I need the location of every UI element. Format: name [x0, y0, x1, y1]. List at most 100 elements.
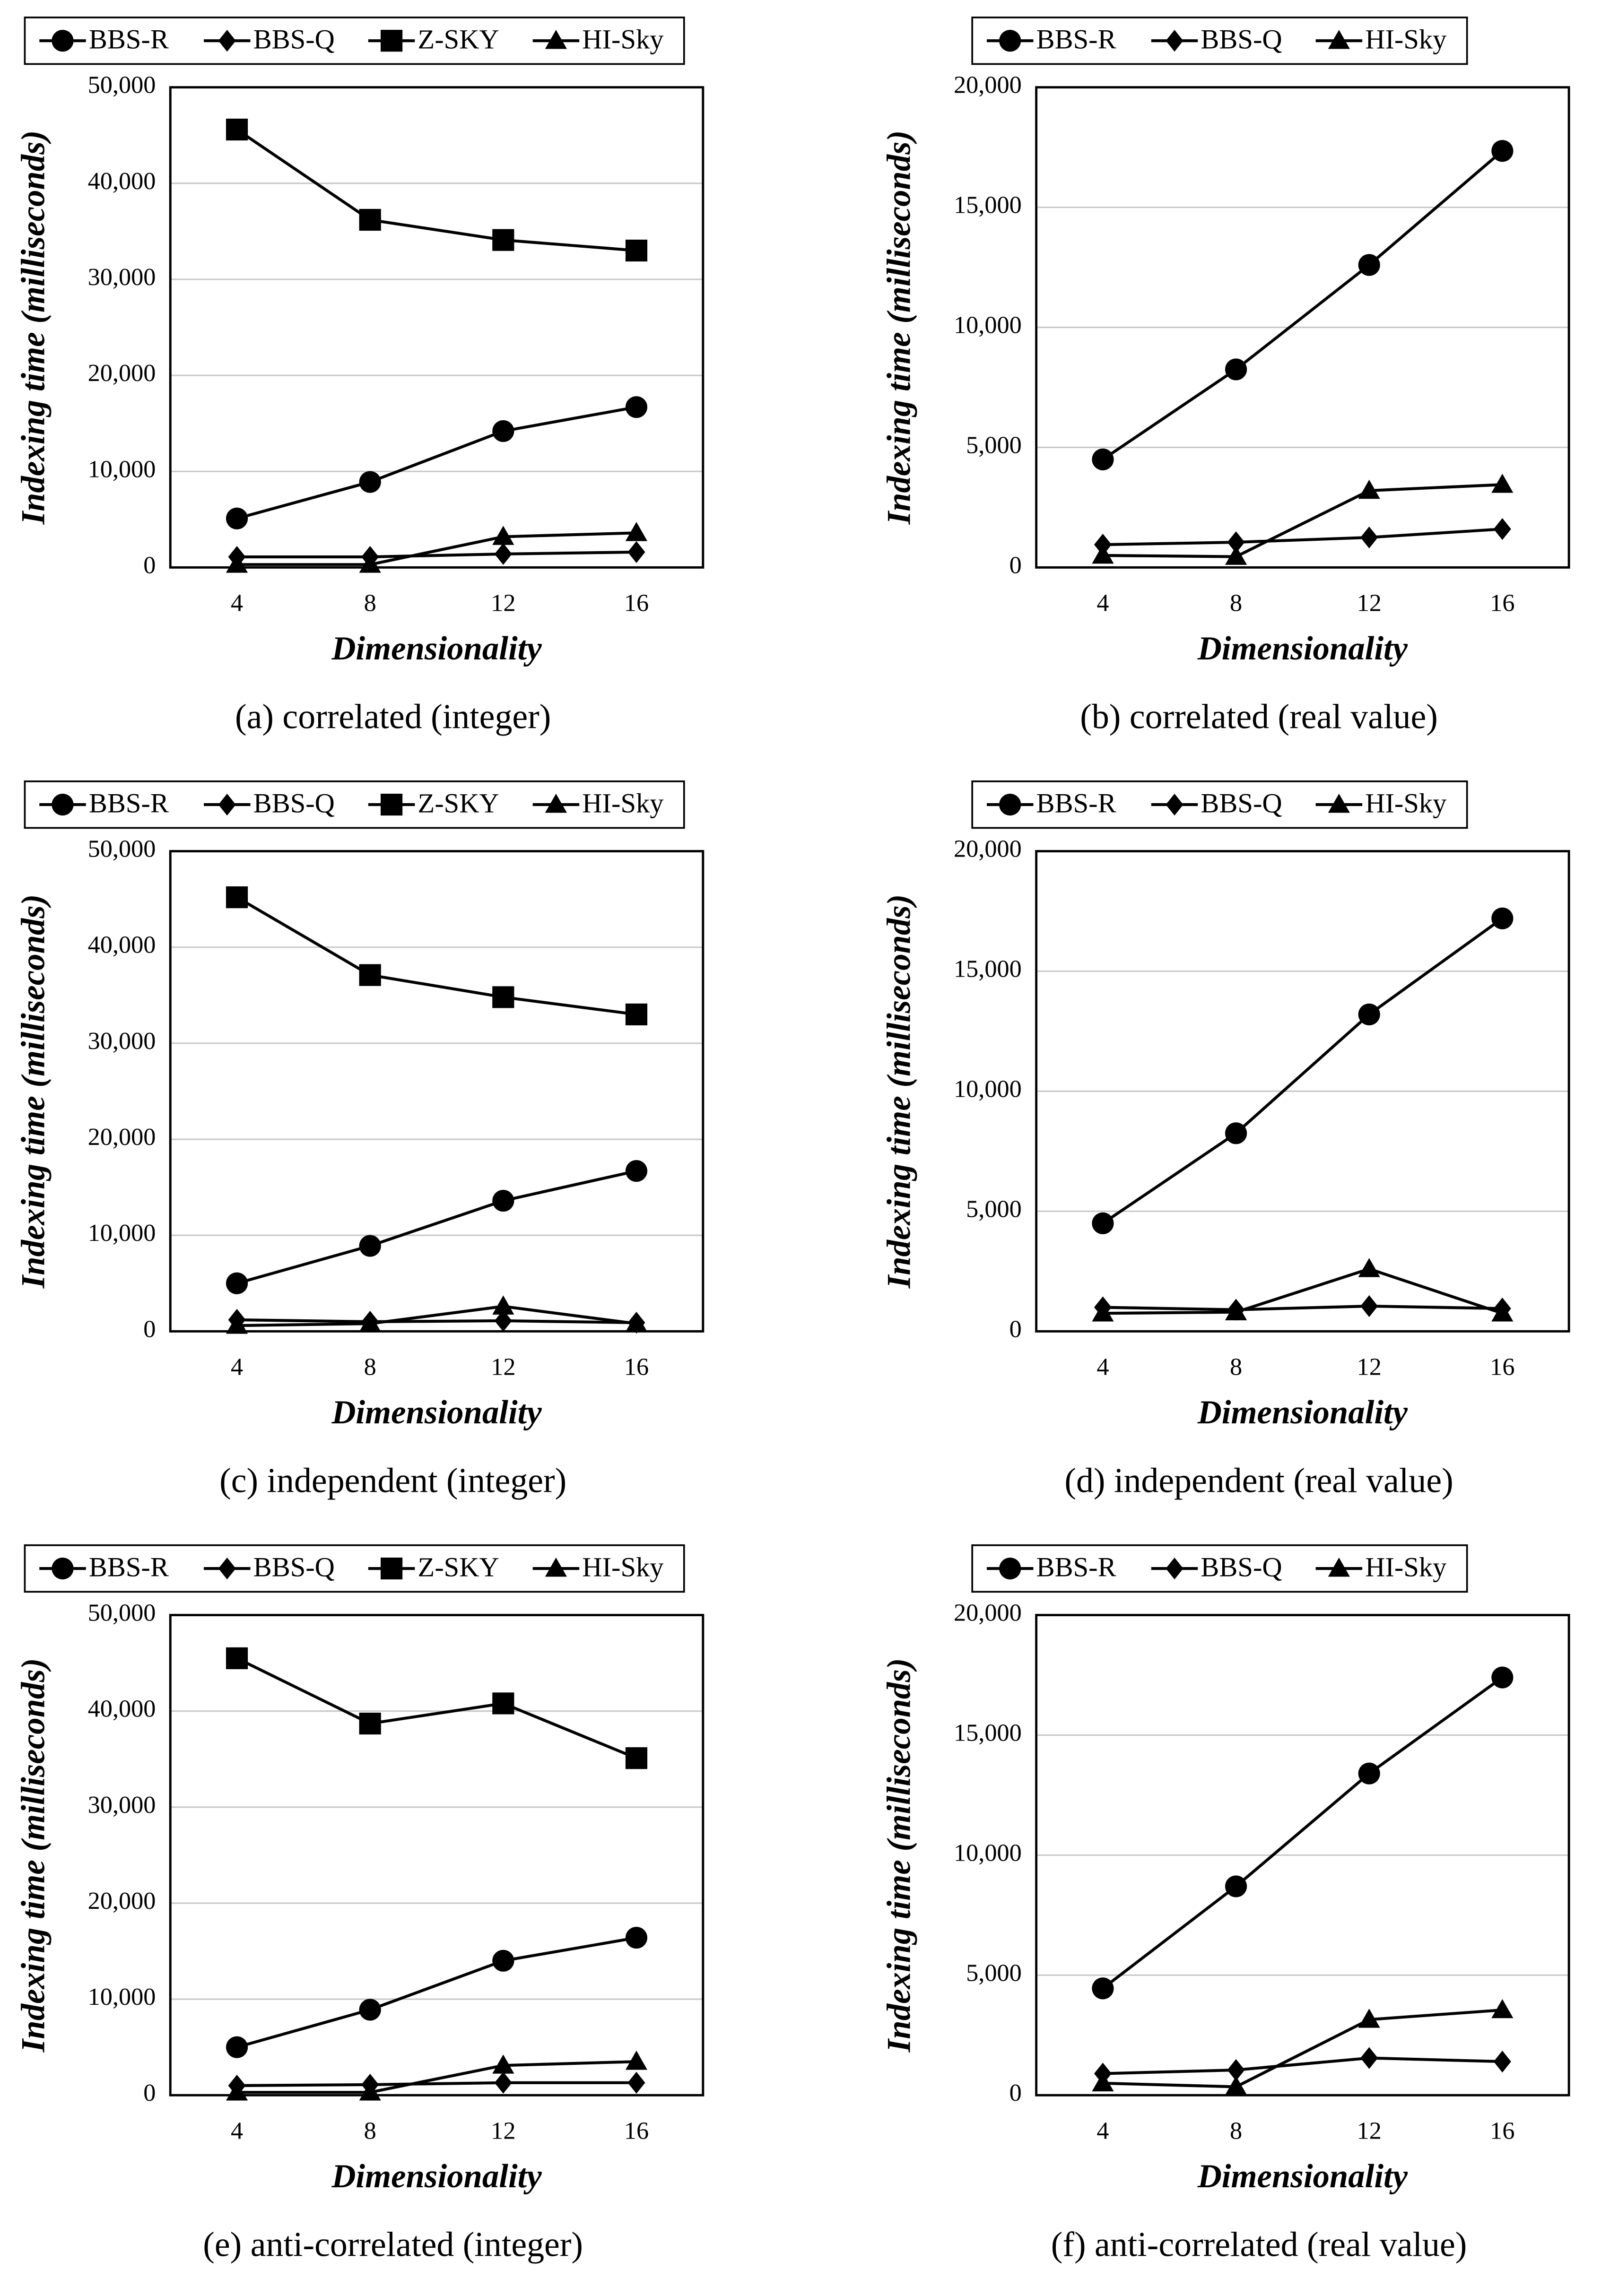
legend-marker [999, 794, 1021, 816]
y-tick-label: 10,000 [88, 1219, 156, 1247]
marker [627, 541, 645, 563]
marker [625, 1747, 648, 1769]
marker [1491, 907, 1514, 929]
marker [226, 1315, 248, 1334]
plot-frame [169, 1614, 705, 2097]
marker [625, 239, 648, 262]
y-tick-label: 15,000 [954, 955, 1022, 983]
marker [1493, 2051, 1511, 2073]
marker [359, 471, 381, 493]
x-axis-title: Dimensionality [1197, 630, 1408, 667]
legend-marker [1328, 1557, 1350, 1577]
marker [1092, 1212, 1114, 1234]
y-tick-label: 0 [143, 551, 156, 579]
series-line [1103, 528, 1503, 546]
marker [1092, 448, 1114, 470]
y-tick-label: 0 [1009, 1315, 1022, 1343]
legend-marker [381, 794, 403, 816]
x-tick-label: 8 [364, 589, 376, 616]
y-tick-label: 5,000 [966, 431, 1022, 459]
series-line [1102, 149, 1504, 461]
legend-label: BBS-Q [253, 24, 335, 55]
legend-label: HI-Sky [1365, 24, 1446, 55]
marker [226, 1647, 248, 1670]
series-line [236, 1657, 637, 1760]
legend-label: Z-SKY [418, 788, 499, 819]
legend-label: BBS-Q [253, 788, 335, 819]
x-tick-label: 8 [364, 2117, 376, 2144]
legend-marker [545, 1557, 567, 1577]
series-line [236, 1936, 637, 2049]
x-tick-label: 16 [1490, 2117, 1514, 2144]
y-tick-label: 20,000 [954, 1599, 1022, 1627]
y-tick-label: 0 [143, 1315, 156, 1343]
y-tick-label: 5,000 [966, 1195, 1022, 1222]
marker [359, 1312, 381, 1332]
legend-box [971, 1544, 1468, 1593]
legend-box [971, 780, 1468, 829]
marker [1227, 2059, 1245, 2081]
x-axis-title: Dimensionality [1197, 1394, 1408, 1431]
legend-label: HI-Sky [1365, 788, 1446, 819]
series-line [1102, 1676, 1504, 1990]
y-tick-label: 50,000 [88, 71, 156, 99]
marker [1491, 1999, 1514, 2019]
y-tick-label: 30,000 [88, 1027, 156, 1055]
marker [1225, 1301, 1247, 1321]
series-line [1103, 1304, 1503, 1311]
y-tick-label: 15,000 [954, 1719, 1022, 1746]
legend-marker [218, 1557, 236, 1580]
x-tick-label: 12 [491, 589, 515, 616]
y-axis-title: Indexing time (milliseconds) [881, 894, 918, 1289]
x-tick-label: 4 [1096, 1353, 1109, 1380]
y-tick-label: 40,000 [88, 1695, 156, 1723]
marker [1360, 1295, 1378, 1317]
caption: (a) correlated (integer) [235, 697, 551, 736]
marker [1227, 531, 1245, 554]
marker [625, 396, 648, 418]
x-tick-label: 12 [491, 1353, 515, 1380]
marker [1493, 518, 1511, 540]
x-tick-label: 16 [624, 2117, 649, 2144]
legend-marker [52, 30, 74, 52]
series-line [237, 2081, 636, 2088]
x-axis-title: Dimensionality [331, 2158, 542, 2195]
series-line [237, 2060, 637, 2094]
series-line [1103, 483, 1503, 558]
x-tick-label: 16 [624, 589, 649, 616]
marker [492, 229, 514, 251]
marker [226, 2036, 248, 2058]
y-tick-label: 5,000 [966, 1959, 1022, 1986]
legend-marker [999, 30, 1021, 52]
marker [492, 1189, 514, 1212]
y-tick-label: 10,000 [88, 455, 156, 483]
marker [1358, 254, 1380, 276]
legend-label: BBS-R [1036, 788, 1116, 819]
marker [492, 526, 514, 545]
legend-marker [381, 1557, 403, 1580]
x-tick-label: 4 [1096, 589, 1109, 616]
marker [1358, 479, 1380, 499]
y-axis-title: Indexing time (milliseconds) [15, 894, 52, 1289]
y-tick-label: 20,000 [88, 1887, 156, 1915]
marker [1358, 1003, 1380, 1026]
y-tick-label: 15,000 [954, 191, 1022, 219]
series-line [1103, 2056, 1503, 2075]
series-line [1103, 2008, 1503, 2088]
x-tick-label: 16 [1490, 1353, 1514, 1380]
y-axis-title: Indexing time (milliseconds) [15, 1658, 52, 2053]
y-tick-label: 40,000 [88, 931, 156, 959]
marker [492, 2054, 514, 2074]
y-tick-label: 20,000 [954, 835, 1022, 863]
marker [359, 964, 381, 986]
marker [1225, 546, 1247, 565]
marker [226, 1272, 248, 1294]
legend-marker [1328, 794, 1350, 813]
x-tick-label: 4 [231, 589, 243, 616]
legend-label: BBS-Q [253, 1552, 335, 1583]
marker [492, 1295, 514, 1315]
y-axis-title: Indexing time (milliseconds) [15, 130, 52, 525]
marker [492, 420, 514, 442]
legend-marker [1328, 30, 1350, 49]
legend-label: BBS-Q [1201, 1552, 1282, 1583]
